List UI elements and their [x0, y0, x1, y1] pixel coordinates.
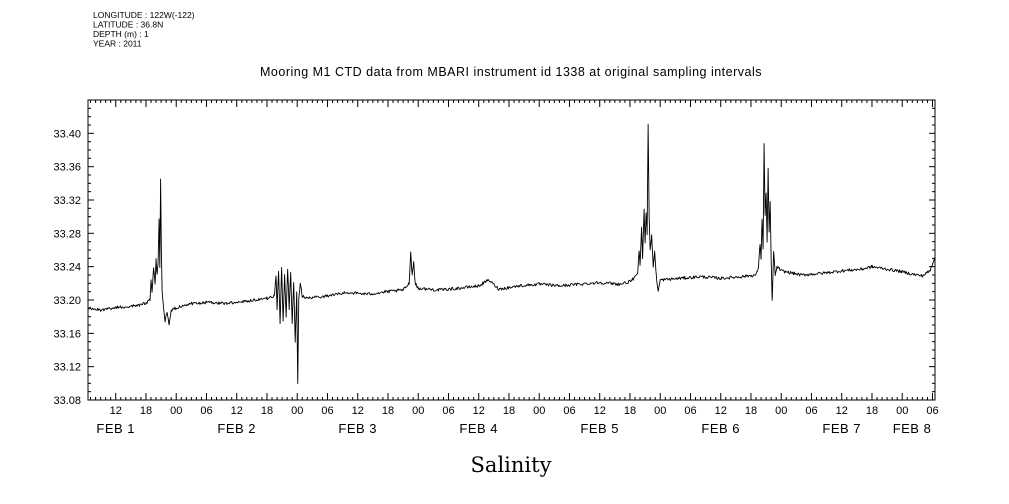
salinity-series-line: [87, 123, 936, 384]
depth-label: DEPTH (m) : 1: [93, 29, 149, 39]
x-tick-label: 00: [533, 405, 545, 417]
chart-title: Mooring M1 CTD data from MBARI instrumen…: [260, 65, 762, 79]
x-tick-label: 06: [321, 405, 333, 417]
x-tick-label: 12: [594, 405, 606, 417]
year-label: YEAR : 2011: [93, 39, 142, 49]
x-tick-label: 06: [926, 405, 938, 417]
x-tick-label: 06: [442, 405, 454, 417]
x-tick-label: 06: [200, 405, 212, 417]
x-axis-variable-label: Salinity: [471, 453, 552, 477]
y-tick-label: 33.40: [53, 128, 81, 140]
x-day-label: FEB 2: [217, 421, 256, 436]
x-tick-label: 06: [563, 405, 575, 417]
x-tick-label: 18: [140, 405, 152, 417]
x-day-label: FEB 4: [459, 421, 498, 436]
y-tick-label: 33.08: [53, 395, 81, 407]
x-day-label: FEB 3: [338, 421, 377, 436]
x-tick-label: 06: [805, 405, 817, 417]
x-tick-label: 12: [231, 405, 243, 417]
x-tick-label: 18: [261, 405, 273, 417]
x-tick-label: 18: [624, 405, 636, 417]
x-day-label: FEB 7: [822, 421, 861, 436]
x-tick-label: 12: [110, 405, 122, 417]
x-tick-label: 00: [291, 405, 303, 417]
x-tick-label: 00: [775, 405, 787, 417]
y-tick-label: 33.28: [53, 228, 81, 240]
latitude-label: LATITUDE : 36.8N: [93, 20, 163, 30]
x-tick-label: 18: [866, 405, 878, 417]
x-tick-label: 18: [745, 405, 757, 417]
y-tick-label: 33.32: [53, 195, 81, 207]
axes: 33.08 33.12 33.16 33.20 33.24 33.28 33.32 33.36…: [53, 99, 939, 436]
x-tick-label: 06: [684, 405, 696, 417]
x-tick-label: 12: [473, 405, 485, 417]
x-day-label: FEB 5: [580, 421, 619, 436]
x-tick-label: 18: [503, 405, 515, 417]
y-tick-label: 33.36: [53, 162, 81, 174]
x-day-label: FEB 6: [701, 421, 740, 436]
y-tick-label: 33.20: [53, 295, 81, 307]
y-tick-label: 33.24: [53, 262, 81, 274]
x-tick-label: 12: [836, 405, 848, 417]
plot-frame: [87, 99, 936, 401]
series: [87, 123, 936, 384]
x-tick-label: 00: [412, 405, 424, 417]
x-tick-label: 12: [715, 405, 727, 417]
x-tick-label: 18: [382, 405, 394, 417]
x-tick-label: 12: [352, 405, 364, 417]
longitude-label: LONGITUDE : 122W(-122): [93, 10, 195, 20]
x-day-label: FEB 8: [893, 421, 932, 436]
x-tick-label: 00: [170, 405, 182, 417]
x-tick-label: 00: [654, 405, 666, 417]
x-tick-label: 00: [896, 405, 908, 417]
x-day-label: FEB 1: [96, 421, 135, 436]
y-tick-label: 33.16: [53, 328, 81, 340]
y-tick-label: 33.12: [53, 362, 81, 374]
